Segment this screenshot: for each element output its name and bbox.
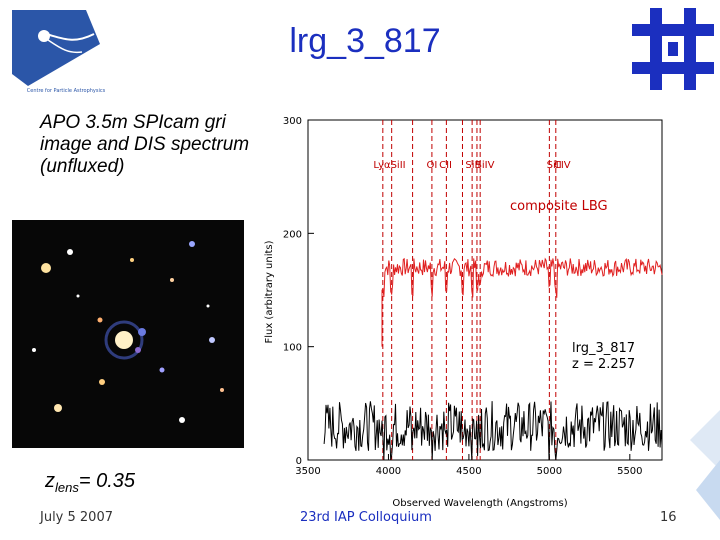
x-axis-label: Observed Wavelength (Angstroms) [392, 498, 567, 509]
line-label: SiII [391, 160, 406, 171]
x-tick-label: 5500 [617, 466, 642, 477]
line-label: SiIV [476, 160, 495, 171]
footer-date: July 5 2007 [40, 510, 113, 525]
x-tick-label: 4000 [376, 466, 401, 477]
line-label: SiII [547, 160, 562, 171]
y-tick-label: 0 [296, 456, 302, 467]
chart-frame [307, 119, 663, 461]
image-caption: APO 3.5m SPIcam gri image and DIS spectr… [40, 112, 250, 177]
y-tick-label: 100 [283, 343, 302, 354]
comet-logo-icon: Centre for Particle Astrophysics [12, 10, 106, 94]
series-line-0 [381, 257, 663, 347]
line-label: CIV [554, 160, 571, 171]
corner-decoration [690, 410, 720, 520]
plot-frame [307, 119, 663, 461]
chart-ticks: 3500 4000 4500 5000 5500 0 100 200 300 [283, 116, 643, 477]
footer-event: 23rd IAP Colloquium [300, 510, 432, 525]
line-label: OI [426, 160, 437, 171]
x-tick-label: 4500 [456, 466, 481, 477]
y-tick-label: 300 [283, 116, 302, 127]
line-label: CII [439, 160, 452, 171]
chart-series [323, 257, 663, 461]
page-number: 16 [660, 510, 677, 525]
series-label: lrg_3_817 [572, 341, 635, 356]
x-tick-label: 5000 [537, 466, 562, 477]
series-label: z = 2.257 [572, 357, 635, 372]
zlens-prefix: z [45, 470, 55, 492]
x-tick-label: 3500 [295, 466, 320, 477]
cpa-logo-text: Centre for Particle Astrophysics [27, 88, 106, 94]
fermilab-logo-icon [632, 8, 714, 90]
series-label: composite LBG [510, 199, 608, 214]
y-tick-label: 200 [283, 229, 302, 240]
line-label: SiII [465, 160, 480, 171]
lens-sky-image [12, 220, 244, 448]
zlens-value: = 0.35 [78, 470, 136, 492]
zlens-sub: lens [55, 480, 79, 495]
series-line-1 [323, 401, 663, 461]
slide-title: lrg_3_817 [289, 22, 441, 60]
line-label: Lyα [373, 160, 391, 171]
y-axis-label: Flux (arbitrary units) [264, 240, 275, 343]
lens-redshift: zlens= 0.35 [45, 470, 135, 495]
